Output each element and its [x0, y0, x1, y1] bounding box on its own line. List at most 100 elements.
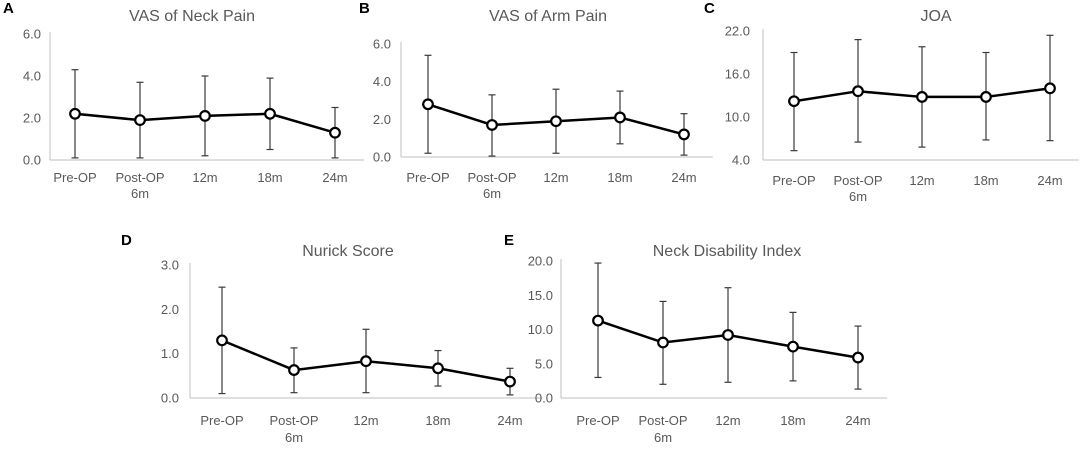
x-tick-label: 18m [607, 170, 632, 185]
x-tick-label: Pre-OP [53, 170, 96, 185]
x-tick-label-line: 18m [973, 173, 998, 188]
panel-a: A VAS of Neck Pain 0.0 2.0 4.0 6.0 Pre-OP Post-… [3, 0, 365, 201]
chart-title: VAS of Arm Pain [489, 8, 607, 25]
data-point [199, 109, 211, 122]
x-tick-label-line: Post-OP [269, 413, 318, 428]
y-tick-label: 3.0 [161, 258, 179, 273]
y-tick-label: 1.0 [161, 346, 179, 361]
x-tick-label: 12m [909, 173, 934, 188]
x-tick-label-line: 6m [483, 186, 501, 201]
panel-letter: A [3, 0, 14, 17]
x-tick-label-line: 18m [425, 413, 450, 428]
data-point [264, 107, 276, 120]
data-point [422, 98, 434, 111]
y-tick-label: 15.0 [528, 288, 553, 303]
x-tick-label: 24m [1037, 173, 1062, 188]
y-tick-label: 6.0 [373, 37, 391, 52]
x-tick-label: Post-OP 6m [638, 413, 687, 445]
x-tick-label: 18m [425, 413, 450, 428]
data-point [288, 364, 300, 376]
x-tick-label: 12m [543, 170, 568, 185]
data-point [916, 91, 928, 103]
data-point [788, 95, 800, 108]
x-tick-label: Pre-OP [576, 413, 619, 428]
x-tick-label-line: 12m [543, 170, 568, 185]
x-tick-label-line: Pre-OP [576, 413, 619, 428]
x-tick-label: 12m [353, 413, 378, 428]
panel-letter: C [704, 0, 715, 17]
chart-title: Nurick Score [302, 243, 394, 260]
data-point [550, 115, 562, 128]
x-tick-label: 18m [973, 173, 998, 188]
data-point [592, 314, 604, 327]
x-tick-label: Pre-OP [406, 170, 449, 185]
x-tick-label-line: Post-OP [115, 170, 164, 185]
x-tick-label-line: 24m [845, 413, 870, 428]
chart-title: VAS of Neck Pain [129, 8, 255, 25]
x-tick-label-line: 24m [322, 170, 347, 185]
panel-d: D Nurick Score 0.0 1.0 2.0 3.0 Pre-OP Post-OP 6m… [121, 232, 543, 445]
y-tick-label: 16.0 [725, 67, 750, 82]
x-tick-label-line: 6m [849, 189, 867, 204]
panel-b: B VAS of Arm Pain 0.0 2.0 4.0 6.0 Pre-OP Post-O… [359, 0, 713, 201]
y-tick-label: 2.0 [23, 111, 41, 126]
y-tick-label: 20.0 [528, 254, 553, 269]
data-point [852, 85, 864, 98]
x-tick-label-line: 6m [131, 186, 149, 201]
data-point [486, 119, 498, 131]
y-tick-label: 2.0 [161, 302, 179, 317]
x-tick-label-line: Pre-OP [200, 413, 243, 428]
x-tick-label-line: Post-OP [467, 170, 516, 185]
x-tick-label: 24m [497, 413, 522, 428]
x-tick-label: Post-OP 6m [467, 170, 516, 201]
panel-letter: B [359, 0, 370, 17]
x-tick-label: 12m [715, 413, 740, 428]
x-tick-label: 18m [780, 413, 805, 428]
x-tick-label-line: 12m [192, 170, 217, 185]
y-tick-label: 6.0 [23, 27, 41, 42]
y-tick-label: 10.0 [528, 322, 553, 337]
x-tick-label-line: Pre-OP [772, 173, 815, 188]
panel-letter: D [121, 232, 132, 249]
x-tick-label-line: Pre-OP [53, 170, 96, 185]
data-point [432, 362, 444, 375]
data-point [134, 114, 146, 126]
x-tick-label-line: Pre-OP [406, 170, 449, 185]
data-point [69, 107, 81, 120]
x-tick-label: Pre-OP [772, 173, 815, 188]
x-tick-label-line: 12m [715, 413, 740, 428]
x-tick-label-line: 6m [285, 430, 303, 445]
data-point [722, 329, 734, 341]
x-tick-label-line: Post-OP [833, 173, 882, 188]
data-point [216, 334, 228, 347]
x-tick-label: 24m [845, 413, 870, 428]
x-tick-label-line: 18m [607, 170, 632, 185]
y-tick-label: 0.0 [23, 153, 41, 168]
y-tick-label: 4.0 [373, 74, 391, 89]
data-point [852, 351, 864, 364]
panel-letter: E [504, 232, 514, 249]
chart-title: Neck Disability Index [653, 243, 802, 260]
x-tick-label-line: 18m [780, 413, 805, 428]
x-tick-label-line: 18m [257, 170, 282, 185]
data-point [657, 336, 669, 349]
x-tick-label: Pre-OP [200, 413, 243, 428]
y-tick-label: 4.0 [732, 153, 750, 168]
y-tick-label: 5.0 [535, 356, 553, 371]
y-tick-label: 0.0 [161, 391, 179, 406]
x-tick-label: 18m [257, 170, 282, 185]
x-tick-label: 12m [192, 170, 217, 185]
y-tick-label: 0.0 [535, 391, 553, 406]
y-tick-label: 0.0 [373, 150, 391, 165]
data-point [504, 375, 516, 388]
y-tick-label: 10.0 [725, 110, 750, 125]
data-point [360, 355, 372, 368]
x-tick-label: Post-OP 6m [833, 173, 882, 204]
x-tick-label-line: 24m [497, 413, 522, 428]
x-tick-label: 24m [671, 170, 696, 185]
data-point [1044, 82, 1056, 95]
chart-title: JOA [920, 8, 951, 25]
panel-c: C JOA 4.0 10.0 16.0 22.0 Pre-OP Post-OP 6m 12m 18m… [704, 0, 1079, 204]
x-tick-label: Post-OP 6m [269, 413, 318, 445]
